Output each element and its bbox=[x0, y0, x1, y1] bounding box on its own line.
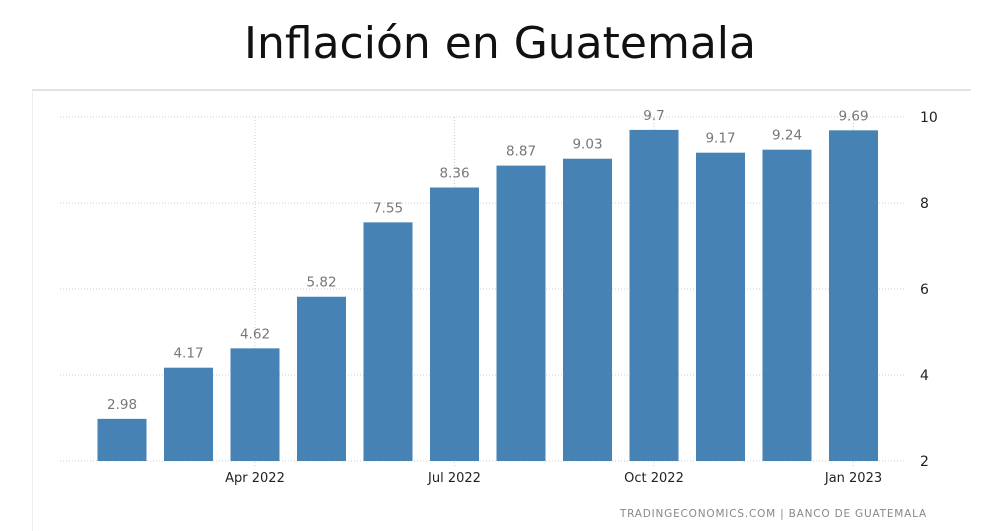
data-label: 4.17 bbox=[173, 346, 203, 362]
data-label: 9.24 bbox=[772, 128, 802, 144]
data-label: 9.03 bbox=[572, 137, 602, 153]
x-tick-label: Jan 2023 bbox=[824, 471, 882, 486]
chart-title: Inflación en Guatemala bbox=[244, 18, 756, 69]
x-tick-label: Jul 2022 bbox=[427, 471, 481, 486]
x-tick-label: Oct 2022 bbox=[624, 471, 684, 486]
bar-mar-2022 bbox=[164, 367, 213, 461]
bar-apr-2022 bbox=[230, 348, 280, 461]
y-tick-label: 2 bbox=[920, 454, 929, 470]
data-label: 9.17 bbox=[705, 131, 735, 147]
chart-frame bbox=[32, 89, 971, 531]
data-label: 5.82 bbox=[306, 275, 336, 291]
bar-may-2022 bbox=[297, 296, 346, 461]
bar-aug-2022 bbox=[496, 165, 546, 461]
data-label: 8.87 bbox=[506, 144, 536, 160]
data-label: 9.7 bbox=[643, 108, 664, 124]
bar-oct-2022 bbox=[629, 129, 679, 461]
bar-jan-2023 bbox=[829, 130, 878, 461]
bar-jul-2022 bbox=[430, 187, 479, 461]
bar-dec-2022 bbox=[762, 149, 812, 461]
bar-feb-2022 bbox=[97, 418, 147, 461]
y-tick-label: 8 bbox=[920, 196, 929, 212]
bar-jun-2022 bbox=[363, 222, 413, 461]
source-attribution: TRADINGECONOMICS.COM | BANCO DE GUATEMAL… bbox=[619, 508, 927, 520]
data-label: 2.98 bbox=[107, 397, 137, 413]
data-label: 7.55 bbox=[373, 200, 403, 216]
data-label: 8.36 bbox=[439, 166, 469, 182]
bar-nov-2022 bbox=[696, 152, 745, 461]
y-tick-label: 4 bbox=[920, 368, 929, 384]
bar-sep-2022 bbox=[563, 158, 612, 461]
x-tick-label: Apr 2022 bbox=[225, 471, 285, 486]
y-tick-label: 6 bbox=[920, 282, 929, 298]
y-tick-label: 10 bbox=[920, 110, 938, 126]
data-label: 9.69 bbox=[838, 108, 868, 124]
data-label: 4.62 bbox=[240, 326, 270, 342]
